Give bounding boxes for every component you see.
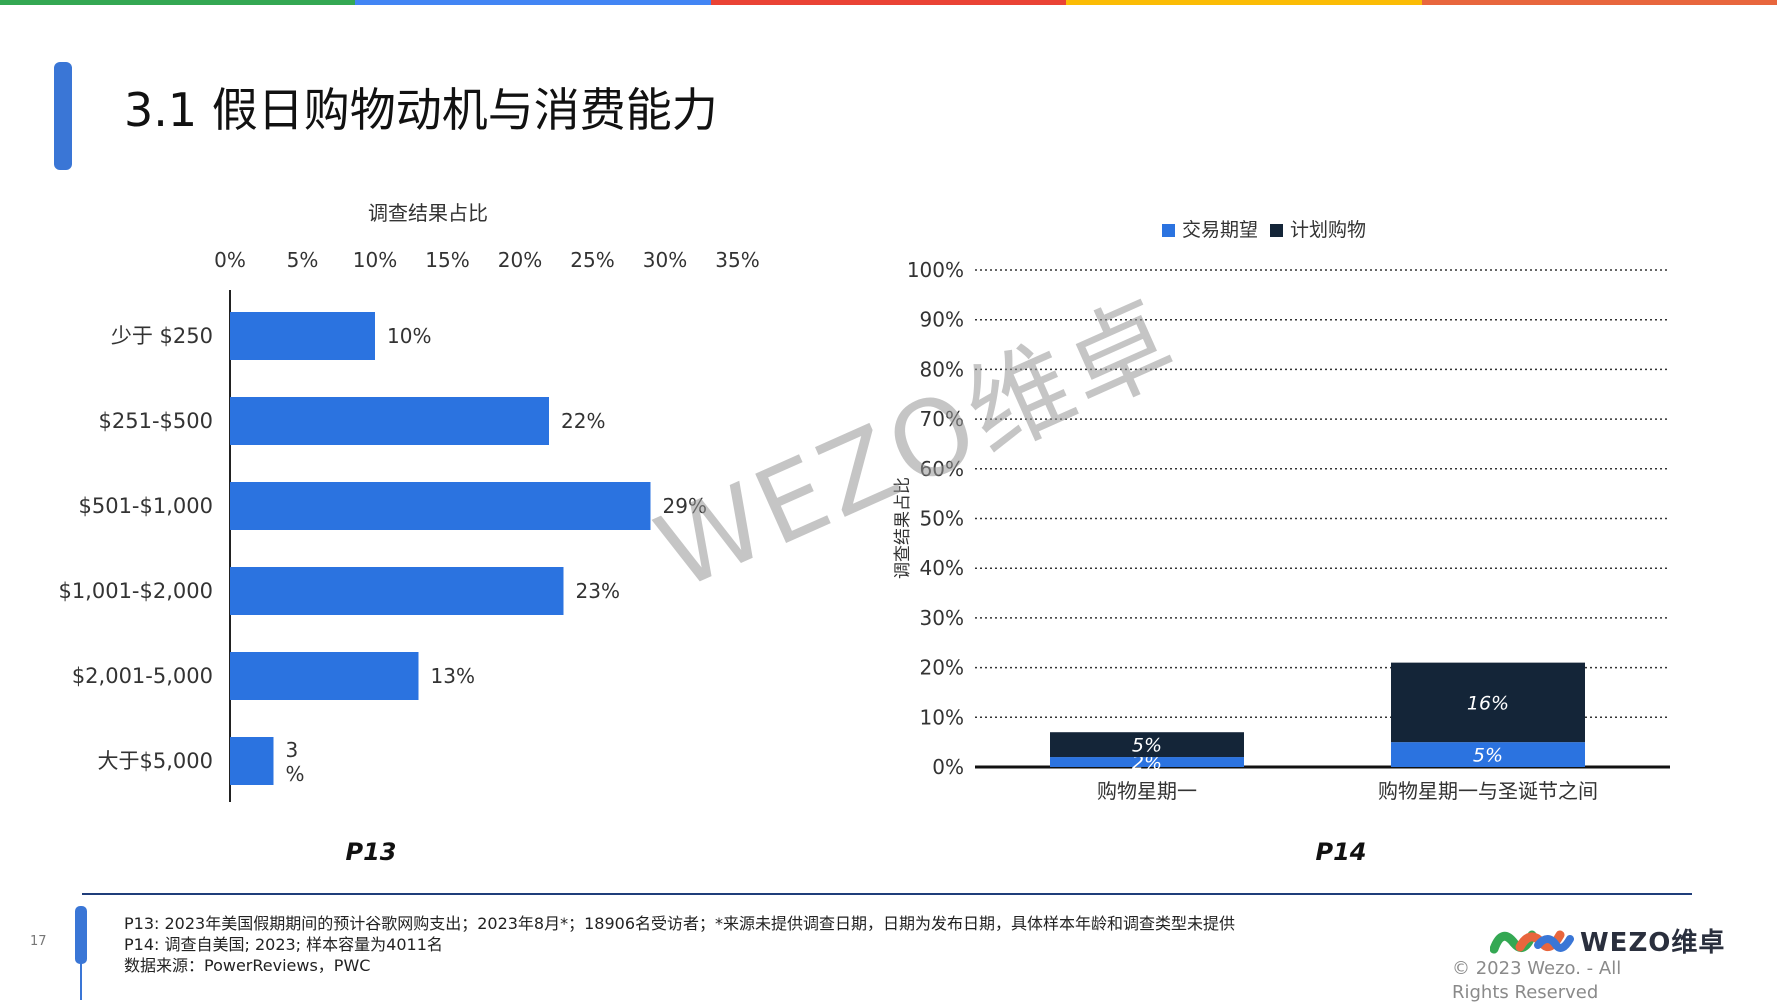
footer-notes: P13: 2023年美国假期期间的预计谷歌网购支出；2023年8月*；18906… — [124, 913, 1235, 976]
category-label: 大于$5,000 — [98, 749, 213, 773]
footnote-p13: P13: 2023年美国假期期间的预计谷歌网购支出；2023年8月*；18906… — [124, 914, 1236, 933]
category-label: $2,001-5,000 — [72, 664, 213, 688]
bar — [230, 397, 549, 445]
data-label: 16% — [1467, 692, 1509, 714]
bar — [230, 567, 564, 615]
top-color-bar — [0, 0, 1777, 5]
data-label: % — [286, 762, 305, 786]
bar-segment — [1391, 742, 1585, 767]
top-color-segment — [355, 0, 711, 5]
x-tick-label: 0% — [214, 248, 246, 272]
wezo-logo: WEZO维卓 — [1490, 922, 1725, 959]
footnote-source: 数据来源：PowerReviews，PWC — [124, 956, 371, 975]
x-tick-label: 10% — [353, 248, 397, 272]
y-tick-label: 100% — [907, 258, 964, 282]
data-label: 23% — [576, 579, 620, 603]
footnote-p14: P14: 调查自美国; 2023; 样本容量为4011名 — [124, 935, 443, 954]
category-label: 购物星期一 — [1097, 779, 1197, 803]
bar — [230, 312, 375, 360]
bar — [230, 482, 651, 530]
top-color-segment — [710, 0, 1067, 5]
x-tick-label: 20% — [498, 248, 542, 272]
spending-bar-chart: 调查结果占比 0% 5% 10% 15% 20% 25% 30% 35% 少于 $250 10% $2… — [58, 201, 759, 866]
shopping-stacked-bar-chart: 交易期望 计划购物 0% 10% 20% 30% 40% 50% 60% 70% 80% 90% 100… — [893, 219, 1670, 866]
page-title: 3.1 假日购物动机与消费能力 — [124, 83, 718, 137]
y-tick-label: 80% — [920, 357, 964, 381]
category-label: 购物星期一与圣诞节之间 — [1378, 779, 1598, 803]
y-axis-label: 调查结果占比 — [893, 477, 913, 579]
top-color-segment — [0, 0, 356, 5]
y-tick-label: 60% — [920, 457, 964, 481]
data-label: 29% — [663, 494, 707, 518]
bar — [230, 652, 419, 700]
y-tick-label: 90% — [920, 308, 964, 332]
data-label: 2% — [1132, 752, 1162, 774]
legend-swatch — [1270, 224, 1283, 237]
data-label: 5% — [1132, 735, 1162, 757]
x-tick-label: 35% — [715, 248, 759, 272]
page-number: 17 — [30, 934, 47, 949]
category-label: 少于 $250 — [111, 324, 213, 348]
category-label: $1,001-$2,000 — [58, 579, 213, 603]
chart-title: 调查结果占比 — [368, 201, 488, 225]
chart-caption: P13 — [346, 838, 397, 866]
footer-divider — [82, 893, 1692, 895]
bar — [230, 737, 274, 785]
data-label: 10% — [387, 324, 431, 348]
category-label: $251-$500 — [99, 409, 213, 433]
wezo-logo-icon — [1490, 930, 1574, 953]
legend-label: 计划购物 — [1290, 219, 1366, 241]
y-tick-label: 0% — [932, 755, 964, 779]
x-tick-label: 5% — [287, 248, 319, 272]
x-tick-label: 15% — [425, 248, 469, 272]
legend-swatch — [1162, 224, 1175, 237]
x-tick-label: 30% — [643, 248, 687, 272]
legend-label: 交易期望 — [1182, 219, 1258, 241]
y-tick-label: 30% — [920, 606, 964, 630]
top-color-segment — [1421, 0, 1777, 5]
data-label: 22% — [561, 409, 605, 433]
data-label: 13% — [431, 664, 475, 688]
bar-segment — [1391, 662, 1585, 743]
wezo-logo-text: WEZO维卓 — [1580, 928, 1726, 958]
y-tick-label: 40% — [920, 556, 964, 580]
chart-caption: P14 — [1316, 838, 1367, 866]
bar-segment — [1050, 732, 1244, 758]
title-accent-bar — [54, 62, 72, 170]
data-label: 3 — [286, 738, 299, 762]
y-tick-label: 20% — [920, 656, 964, 680]
copyright-text: © 2023 Wezo. - All Rights Reserved — [1452, 958, 1622, 1003]
footer-accent-bar — [75, 906, 87, 964]
data-label: 5% — [1473, 745, 1503, 767]
bar-segment — [1050, 757, 1244, 767]
y-tick-label: 10% — [920, 705, 964, 729]
top-color-segment — [1066, 0, 1422, 5]
footer-accent-line — [80, 960, 82, 1000]
category-label: $501-$1,000 — [78, 494, 213, 518]
y-tick-label: 70% — [920, 407, 964, 431]
y-tick-label: 50% — [920, 507, 964, 531]
x-tick-label: 25% — [570, 248, 614, 272]
